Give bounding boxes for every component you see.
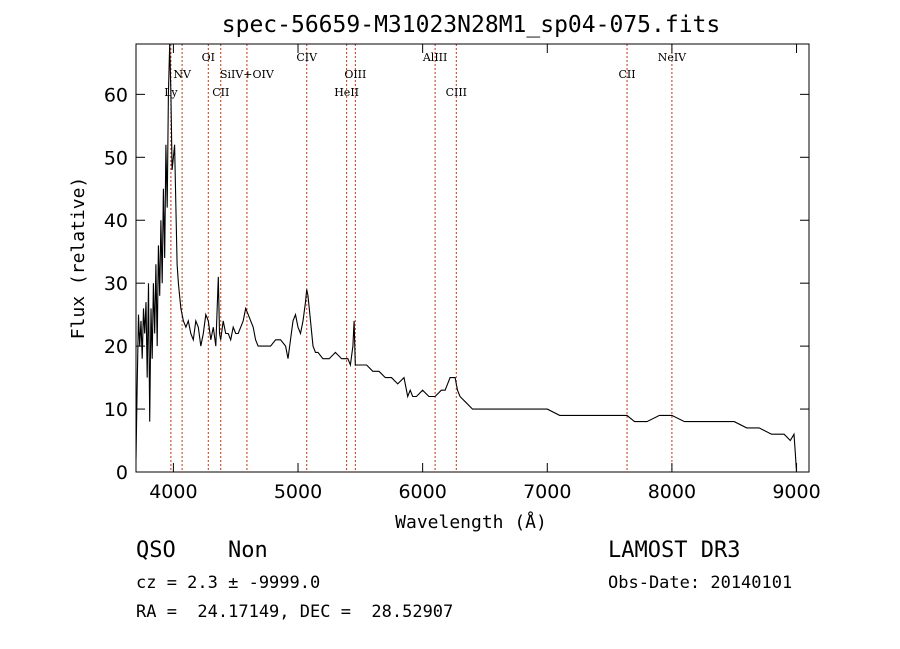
object-class: QSO bbox=[136, 538, 176, 563]
redshift-cz: cz = 2.3 ± -9999.0 bbox=[136, 573, 321, 593]
chart-title: spec-56659-M31023N28M1_sp04-075.fits bbox=[222, 12, 721, 38]
plot-frame bbox=[135, 43, 810, 473]
line-label-2: OI bbox=[202, 51, 215, 64]
y-tick-label-5: 50 bbox=[104, 147, 128, 169]
axis-ticks: 4000 5000 6000 7000 8000 9000 0 10 20 30 40 50 60 bbox=[104, 44, 821, 503]
x-tick-label-1: 5000 bbox=[274, 481, 322, 503]
y-tick-label-2: 20 bbox=[104, 336, 128, 358]
line-label-4: SiIV+OIV bbox=[220, 68, 275, 81]
x-tick-label-4: 8000 bbox=[648, 481, 696, 503]
y-tick-label-4: 40 bbox=[104, 210, 128, 232]
y-tick-label-0: 0 bbox=[116, 462, 128, 484]
x-axis-label: Wavelength (Å) bbox=[395, 511, 547, 533]
line-label-10: CII bbox=[618, 68, 635, 81]
x-tick-label-5: 9000 bbox=[772, 481, 820, 503]
x-tick-label-2: 6000 bbox=[398, 481, 446, 503]
y-tick-label-3: 30 bbox=[104, 273, 128, 295]
survey-name: LAMOST DR3 bbox=[608, 538, 741, 563]
line-label-7: OIII bbox=[344, 68, 366, 81]
line-label-1: NV bbox=[173, 68, 192, 81]
y-tick-label-1: 10 bbox=[104, 399, 128, 421]
line-label-6: HeII bbox=[334, 86, 359, 99]
emission-lines: LyNVOICIISiIV+OIVCIVHeIIOIIIAlIIICIIICII… bbox=[164, 44, 687, 472]
y-axis-label: Flux (relative) bbox=[68, 177, 89, 340]
y-tick-label-6: 60 bbox=[104, 84, 128, 106]
x-tick-label-3: 7000 bbox=[523, 481, 571, 503]
coordinates: RA = 24.17149, DEC = 28.52907 bbox=[136, 602, 454, 622]
spectrum-line bbox=[135, 43, 798, 473]
observation-date: Obs-Date: 20140101 bbox=[608, 573, 793, 593]
line-label-8: AlIII bbox=[422, 51, 448, 64]
x-tick-label-0: 4000 bbox=[149, 481, 197, 503]
line-label-3: CII bbox=[212, 86, 229, 99]
object-subclass: Non bbox=[228, 538, 268, 563]
line-label-11: NeIV bbox=[658, 51, 687, 64]
line-label-5: CIV bbox=[296, 51, 318, 64]
line-label-9: CIII bbox=[446, 86, 467, 99]
